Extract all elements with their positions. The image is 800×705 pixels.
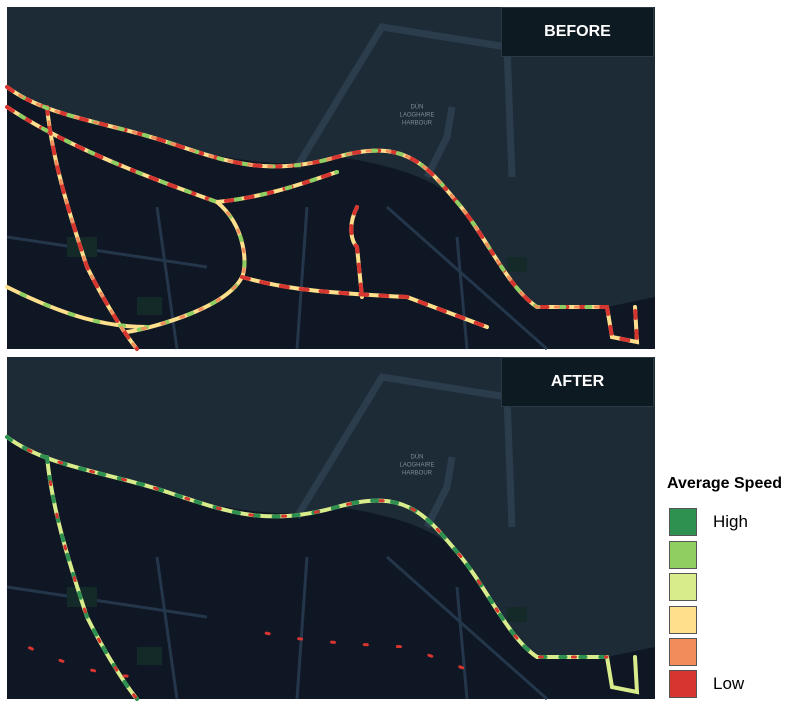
place-label-line: HARBOUR	[402, 471, 433, 477]
place-label-line: DÚN	[411, 104, 424, 111]
place-label-line: LAOGHAIRE	[399, 463, 434, 469]
legend-swatch	[669, 541, 697, 569]
place-label-line: LAOGHAIRE	[399, 113, 434, 119]
legend-label: Low	[713, 674, 745, 693]
place-label-line: HARBOUR	[402, 121, 433, 127]
legend-swatch	[669, 508, 697, 536]
place-label-line: DÚN	[411, 454, 424, 461]
legend-swatch	[669, 606, 697, 634]
panel-label: AFTER	[501, 357, 654, 407]
panel-label: BEFORE	[501, 7, 654, 57]
map-after: DÚN LAOGHAIRE HARBOUR	[7, 357, 655, 699]
legend-label: High	[713, 512, 748, 531]
legend-swatch	[669, 638, 697, 666]
map-before: DÚN LAOGHAIRE HARBOUR	[7, 7, 655, 349]
legend-swatch	[669, 573, 697, 601]
place-label: DÚN LAOGHAIRE HARBOUR	[399, 454, 434, 477]
legend-swatch	[669, 670, 697, 698]
legend-title: Average Speed	[667, 475, 783, 492]
place-label: DÚN LAOGHAIRE HARBOUR	[399, 104, 434, 127]
